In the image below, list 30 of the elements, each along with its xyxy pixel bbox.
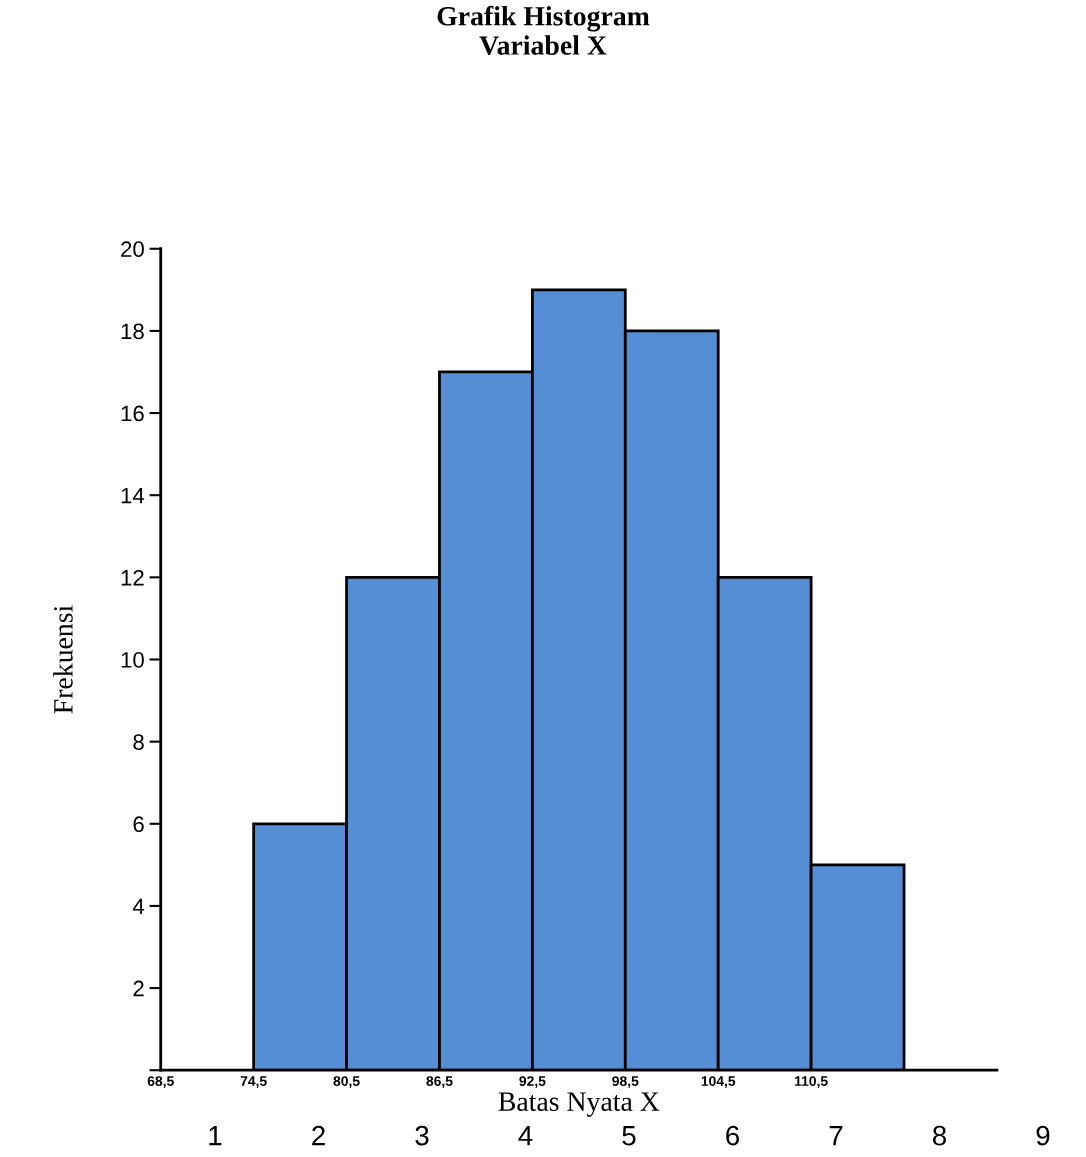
x-tick-label: 104,5	[701, 1076, 736, 1088]
text: 9	[1036, 1125, 1050, 1146]
y-tick-label: 16	[121, 405, 144, 422]
x-tick-label: 86,5	[426, 1076, 453, 1088]
x-tick-label: 68,5	[147, 1076, 174, 1088]
y-tick-label: 4	[132, 898, 145, 914]
y-tick-label: 20	[121, 241, 144, 258]
x-tick-label: 80,5	[333, 1076, 360, 1088]
text: 2	[312, 1125, 325, 1146]
y-axis-title: Frekuensi	[53, 605, 73, 714]
text: 7	[829, 1126, 843, 1146]
y-tick-label: 2	[133, 980, 144, 997]
x-tick-label: 110,5	[795, 1076, 828, 1088]
y-tick-label: 12	[121, 569, 144, 586]
text: 5	[622, 1126, 636, 1146]
text: 1	[209, 1126, 222, 1146]
y-tick-label: 6	[133, 816, 144, 833]
y-tick-label: 8	[133, 734, 144, 750]
text: 3	[415, 1125, 429, 1146]
text: 4	[518, 1126, 533, 1146]
x-tick-label: 92,5	[519, 1076, 546, 1088]
text: 6	[726, 1125, 739, 1146]
x-tick-label: 74,5	[240, 1076, 267, 1088]
x-axis-title: Batas Nyata X	[498, 1092, 660, 1117]
text: 8	[932, 1125, 947, 1146]
y-tick-label: 10	[121, 652, 144, 668]
y-tick-label: 18	[121, 323, 144, 340]
x-tick-label: 98,5	[612, 1076, 639, 1088]
chart-title: Grafik Histogram Variabel X	[437, 5, 650, 56]
y-tick-label: 14	[121, 487, 145, 504]
